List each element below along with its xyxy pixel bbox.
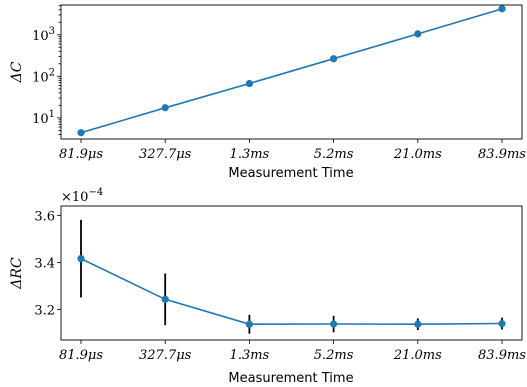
delta-rc-multiplier-base: ×10 [61, 190, 88, 205]
data-point [77, 255, 85, 263]
delta-rc-y-multiplier: ×10−4 [61, 187, 103, 205]
data-point [77, 129, 85, 137]
series-line [80, 8, 503, 134]
data-point [414, 320, 422, 328]
x-tick-label: 21.0ms [393, 348, 442, 363]
data-point [498, 5, 506, 13]
series-line [80, 257, 503, 326]
delta-rc-chart: 81.9μs 327.7μs 1.3ms 5.2ms 21.0ms 83.9ms 3.23… [9, 187, 526, 386]
delta-rc-y-axis-label: ΔRC [9, 257, 25, 290]
x-tick-label: 81.9μs [59, 348, 103, 363]
y-tick-label: 101 [32, 109, 55, 127]
delta-rc-x-ticks: 81.9μs 327.7μs 1.3ms 5.2ms 21.0ms 83.9ms [59, 340, 526, 363]
delta-rc-y-ticks: 3.2 3.4 3.6 [34, 209, 61, 318]
x-tick-label: 5.2ms [314, 348, 354, 363]
data-point [498, 319, 506, 328]
x-tick-label: 21.0ms [393, 147, 442, 162]
delta-c-y-axis-label: ΔC [9, 61, 25, 83]
data-point [245, 320, 253, 328]
delta-rc-multiplier-exponent: −4 [88, 187, 103, 198]
y-tick-label: 3.2 [34, 303, 55, 318]
delta-c-x-axis-label: Measurement Time [228, 166, 353, 181]
x-tick-label: 5.2ms [314, 147, 354, 162]
delta-rc-x-axis-label: Measurement Time [228, 371, 353, 386]
y-tick-label: 103 [32, 26, 55, 44]
data-point [330, 320, 338, 328]
y-tick-label: 3.6 [34, 209, 55, 224]
data-point [161, 104, 169, 112]
data-point [414, 30, 422, 38]
x-tick-label: 83.9ms [478, 147, 526, 162]
y-tick-label: 3.4 [34, 256, 55, 271]
x-tick-label: 1.3ms [230, 348, 270, 363]
delta-c-x-ticks: 81.9μs 327.7μs 1.3ms 5.2ms 21.0ms 83.9ms [59, 139, 526, 162]
x-tick-label: 81.9μs [59, 147, 103, 162]
x-tick-label: 83.9ms [478, 348, 526, 363]
delta-c-y-ticks: 101 102 103 [32, 5, 61, 135]
delta-c-chart: 81.9μs 327.7μs 1.3ms 5.2ms 21.0ms 83.9ms 1011… [9, 4, 526, 181]
data-point [161, 295, 169, 303]
data-point [245, 79, 253, 88]
x-tick-label: 327.7μs [139, 348, 192, 363]
delta-c-plot-area [77, 5, 506, 137]
data-point [330, 55, 338, 63]
x-tick-label: 327.7μs [139, 147, 192, 162]
delta-rc-axes-frame [60, 205, 523, 341]
x-tick-label: 1.3ms [230, 147, 270, 162]
delta-c-axes-frame [60, 4, 523, 140]
delta-rc-plot-area [77, 219, 506, 334]
y-tick-label: 102 [32, 67, 55, 85]
